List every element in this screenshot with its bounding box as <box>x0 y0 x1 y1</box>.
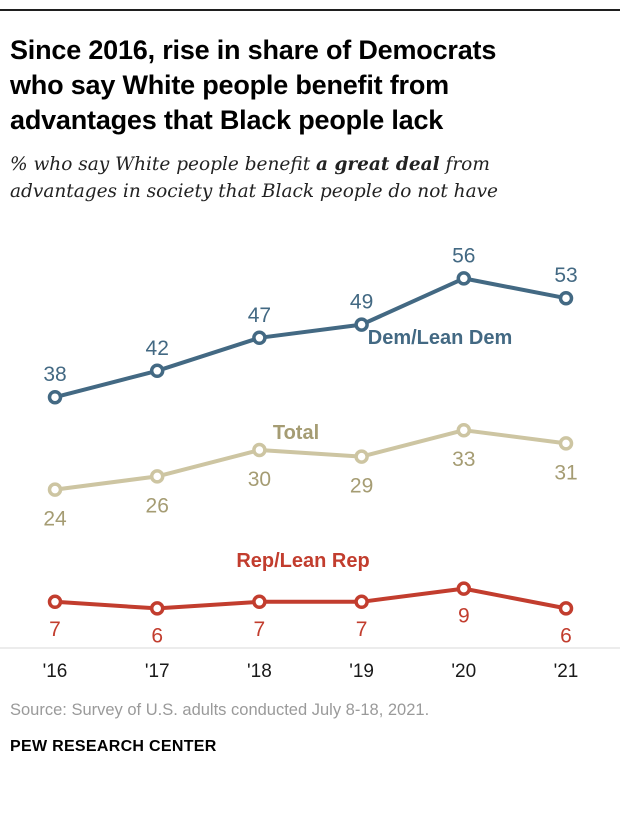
data-point <box>558 600 574 616</box>
data-point <box>149 363 165 378</box>
data-point <box>558 435 574 451</box>
value-label: 26 <box>146 494 169 517</box>
subtitle-line-2: advantages in society that Black people … <box>10 180 499 202</box>
data-point <box>149 600 165 616</box>
data-point <box>456 581 472 596</box>
value-label: 7 <box>49 618 61 641</box>
value-label: 33 <box>452 448 475 471</box>
data-point <box>252 594 267 609</box>
subtitle-prefix: % who say White people benefit <box>10 154 317 176</box>
value-label: 38 <box>43 363 66 386</box>
value-label: 31 <box>554 461 577 484</box>
series-line <box>53 428 568 492</box>
chart-title-line-3: advantages that Black people lack <box>10 105 444 136</box>
value-label: 6 <box>151 624 163 647</box>
value-label: 24 <box>43 507 67 530</box>
value-label: 29 <box>350 474 373 497</box>
series-line <box>53 276 568 400</box>
x-tick-label: '19 <box>349 661 374 682</box>
subtitle-emphasis: a great deal <box>316 154 440 176</box>
brand-footer: PEW RESEARCH CENTER <box>10 737 217 755</box>
value-label: 42 <box>146 337 169 360</box>
value-label: 7 <box>254 618 266 641</box>
data-point <box>47 482 63 497</box>
chart-title: Since 2016, rise in share of Democrats w… <box>10 33 610 138</box>
data-point <box>252 442 267 458</box>
value-label: 53 <box>554 264 577 287</box>
value-label: 49 <box>350 290 373 313</box>
value-label: 56 <box>452 244 475 267</box>
x-tick-label: '16 <box>43 661 68 682</box>
data-point <box>456 422 472 438</box>
chart-title-line-1: Since 2016, rise in share of Democrats <box>10 35 497 65</box>
data-point <box>354 317 369 332</box>
data-point <box>558 290 574 306</box>
data-point <box>354 594 369 609</box>
series-label: Total <box>273 422 319 444</box>
series-line <box>53 586 568 611</box>
x-tick-label: '21 <box>554 661 579 682</box>
source-note: Source: Survey of U.S. adults conducted … <box>10 700 430 719</box>
chart-title-line-2: who say White people benefit from <box>10 70 449 101</box>
value-label: 30 <box>248 468 271 491</box>
value-label: 6 <box>560 624 572 647</box>
chart-subtitle: % who say White people benefit a great d… <box>10 152 610 205</box>
x-tick-label: '17 <box>145 661 170 682</box>
series-label: Rep/Lean Rep <box>236 550 369 572</box>
value-label: 9 <box>458 604 470 627</box>
data-point <box>456 270 472 286</box>
data-point <box>252 330 267 345</box>
data-point <box>354 449 369 464</box>
data-point <box>47 594 63 609</box>
x-tick-label: '18 <box>247 661 272 682</box>
value-label: 7 <box>356 618 368 641</box>
top-rule <box>0 9 620 11</box>
x-tick-label: '20 <box>451 661 476 682</box>
line-chart: '16 '17 '18 '19 '20 '21 38 42 47 49 56 53 Dem/Lean D… <box>0 244 620 682</box>
value-label: 47 <box>248 304 271 327</box>
data-point <box>149 468 165 484</box>
data-point <box>47 389 63 405</box>
subtitle-suffix: from <box>439 154 490 176</box>
series-label: Dem/Lean Dem <box>368 327 513 349</box>
